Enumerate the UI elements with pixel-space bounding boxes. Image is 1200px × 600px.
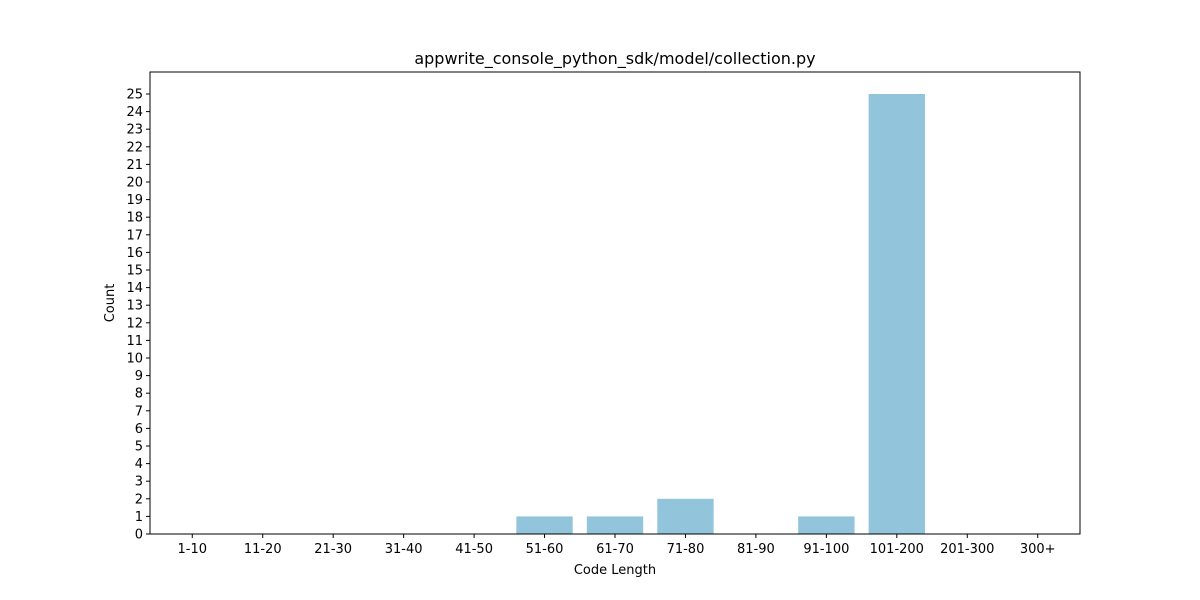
y-tick-label: 20 (126, 176, 143, 191)
y-tick-label: 6 (135, 422, 143, 437)
y-tick-label: 23 (126, 123, 143, 138)
y-tick-label: 21 (126, 158, 143, 173)
y-tick-label: 0 (135, 528, 143, 543)
x-tick-label: 61-70 (596, 542, 634, 557)
x-tick-label: 101-200 (870, 542, 924, 557)
x-tick-label: 91-100 (803, 542, 849, 557)
y-tick-label: 4 (135, 457, 143, 472)
chart-title: appwrite_console_python_sdk/model/collec… (414, 49, 815, 69)
bar-61-70 (586, 516, 644, 534)
x-tick-label: 11-20 (244, 542, 282, 557)
y-tick-label: 5 (135, 440, 143, 455)
y-tick-label: 10 (126, 352, 143, 367)
y-tick-label: 24 (126, 105, 143, 120)
x-tick-label: 201-300 (940, 542, 994, 557)
y-tick-label: 19 (126, 193, 143, 208)
bar-51-60 (516, 516, 573, 534)
y-tick-label: 3 (135, 475, 143, 490)
y-tick-label: 2 (135, 492, 143, 507)
y-tick-label: 15 (126, 264, 143, 279)
bars-group (516, 94, 925, 534)
x-tick-label: 300+ (1020, 542, 1056, 557)
x-tick-label: 81-90 (737, 542, 775, 557)
x-axis-label: Code Length (574, 563, 656, 578)
y-tick-label: 12 (126, 316, 143, 331)
bar-101-200 (868, 94, 925, 534)
y-tick-label: 16 (126, 246, 143, 261)
x-tick-label: 1-10 (178, 542, 208, 557)
x-tick-label: 41-50 (455, 542, 493, 557)
x-axis: 1-10 11-20 21-30 31-40 41-50 51-60 61-70 71-80 8… (178, 534, 1056, 557)
x-tick-label: 71-80 (667, 542, 705, 557)
y-tick-label: 7 (135, 404, 143, 419)
y-tick-label: 8 (135, 387, 143, 402)
bar-71-80 (657, 498, 714, 534)
y-tick-label: 13 (126, 299, 143, 314)
bar-91-100 (798, 516, 855, 534)
y-tick-label: 14 (126, 281, 143, 296)
y-tick-label: 1 (135, 510, 143, 525)
plot-frame (149, 71, 1081, 535)
y-tick-label: 25 (126, 88, 143, 103)
y-axis-label: Count (103, 284, 118, 323)
y-tick-label: 22 (126, 140, 143, 155)
y-tick-label: 18 (126, 211, 143, 226)
y-tick-label: 9 (135, 369, 143, 384)
y-tick-label: 11 (126, 334, 143, 349)
x-tick-label: 51-60 (526, 542, 564, 557)
x-tick-label: 31-40 (385, 542, 423, 557)
y-axis: 0123456789101112131415161718192021222324… (126, 88, 150, 543)
y-tick-label: 17 (126, 228, 143, 243)
x-tick-label: 21-30 (314, 542, 352, 557)
